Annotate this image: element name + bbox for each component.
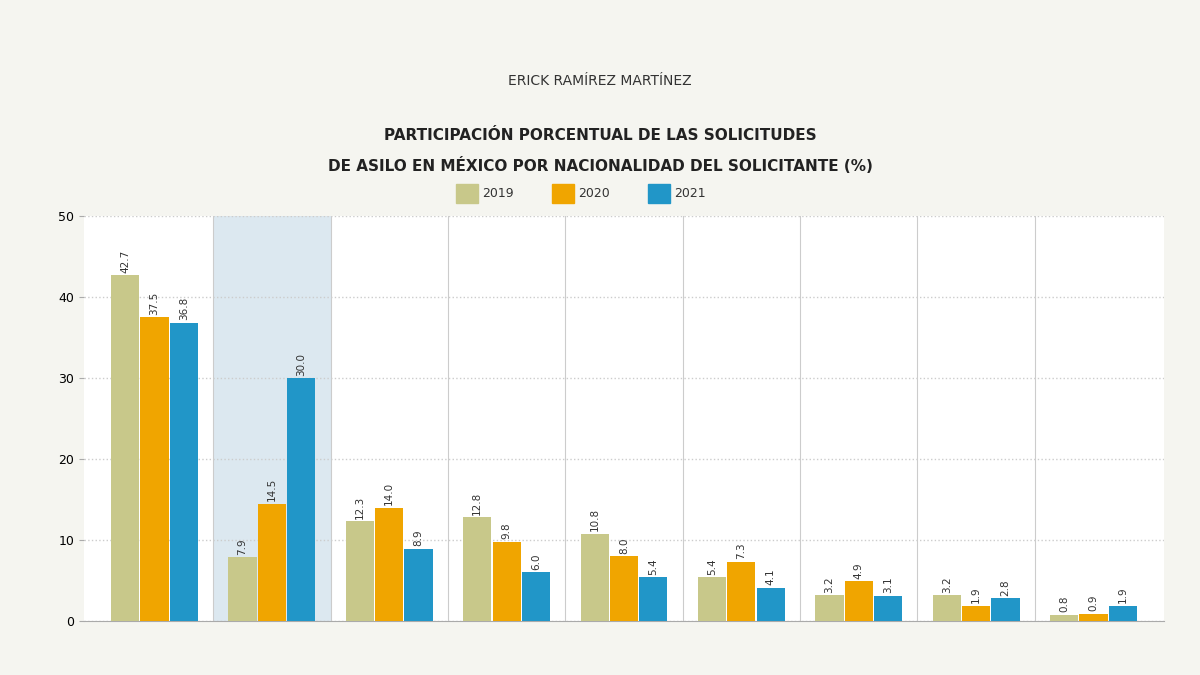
Bar — [404, 549, 433, 621]
Text: 2021: 2021 — [674, 187, 706, 200]
Text: 7.3: 7.3 — [737, 543, 746, 560]
Text: 2019: 2019 — [482, 187, 514, 200]
Text: 36.8: 36.8 — [179, 297, 188, 321]
Bar — [727, 562, 756, 621]
Text: 42.7: 42.7 — [120, 250, 130, 273]
Text: 10.8: 10.8 — [589, 508, 600, 531]
Text: 9.8: 9.8 — [502, 522, 511, 539]
Text: 14.5: 14.5 — [266, 478, 277, 501]
Bar — [1080, 614, 1108, 621]
Bar — [640, 577, 667, 621]
Text: 0.9: 0.9 — [1088, 595, 1098, 612]
Text: 8.9: 8.9 — [414, 530, 424, 547]
Bar — [581, 533, 608, 621]
Text: ERICK RAMÍREZ MARTÍNEZ: ERICK RAMÍREZ MARTÍNEZ — [508, 74, 692, 88]
Bar — [962, 605, 990, 621]
Bar — [492, 541, 521, 621]
Text: 4.9: 4.9 — [853, 562, 864, 579]
Bar — [932, 595, 961, 621]
Bar — [376, 508, 403, 621]
Text: 8.0: 8.0 — [619, 537, 629, 554]
Text: 6.0: 6.0 — [530, 554, 541, 570]
Text: 3.2: 3.2 — [942, 576, 952, 593]
Text: 1.9: 1.9 — [971, 587, 982, 603]
Bar — [874, 596, 902, 621]
Bar — [346, 521, 374, 621]
Bar — [140, 317, 168, 621]
Text: 5.4: 5.4 — [648, 558, 659, 575]
Bar — [258, 504, 286, 621]
Text: 2.8: 2.8 — [1001, 579, 1010, 596]
Bar — [991, 598, 1020, 621]
Text: 4.1: 4.1 — [766, 569, 775, 585]
Bar — [845, 581, 872, 621]
Bar — [610, 556, 638, 621]
Bar — [228, 557, 257, 621]
Bar — [287, 378, 316, 621]
Bar — [112, 275, 139, 621]
Bar — [169, 323, 198, 621]
Text: 37.5: 37.5 — [150, 292, 160, 315]
Text: 2020: 2020 — [578, 187, 610, 200]
Bar — [757, 588, 785, 621]
Bar — [463, 517, 491, 621]
Text: 14.0: 14.0 — [384, 482, 395, 505]
Text: 1.9: 1.9 — [1118, 587, 1128, 603]
Text: PARTICIPACIÓN PORCENTUAL DE LAS SOLICITUDES: PARTICIPACIÓN PORCENTUAL DE LAS SOLICITU… — [384, 128, 816, 142]
Text: 3.1: 3.1 — [883, 577, 893, 593]
Bar — [214, 216, 330, 621]
Text: DE ASILO EN MÉXICO POR NACIONALIDAD DEL SOLICITANTE (%): DE ASILO EN MÉXICO POR NACIONALIDAD DEL … — [328, 157, 872, 174]
Text: 12.8: 12.8 — [473, 491, 482, 515]
Bar — [522, 572, 550, 621]
Text: 7.9: 7.9 — [238, 538, 247, 555]
Text: 12.3: 12.3 — [355, 495, 365, 519]
Bar — [698, 577, 726, 621]
Text: 3.2: 3.2 — [824, 576, 834, 593]
Bar — [815, 595, 844, 621]
Text: 5.4: 5.4 — [707, 558, 718, 575]
Bar — [1050, 614, 1079, 621]
Bar — [1109, 605, 1138, 621]
Text: 30.0: 30.0 — [296, 352, 306, 375]
Text: 0.8: 0.8 — [1060, 595, 1069, 612]
